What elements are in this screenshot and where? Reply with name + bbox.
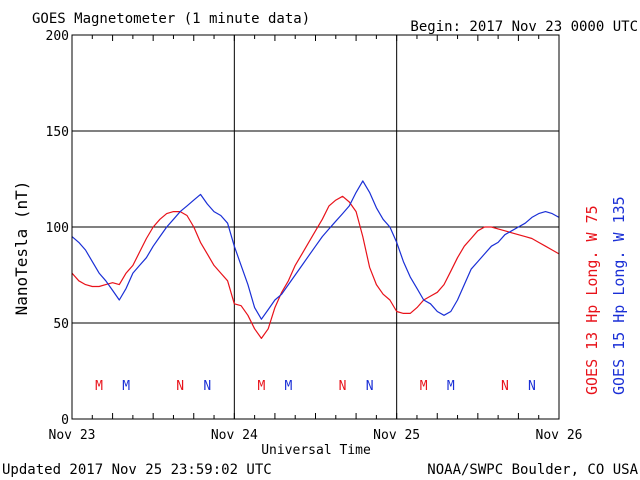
y-tick-label: 150: [46, 125, 69, 140]
mn-marker: N: [203, 379, 211, 394]
x-tick-label: Nov 23: [49, 428, 96, 443]
x-tick-label: Nov 26: [536, 428, 583, 443]
x-axis-ticks: Nov 23 Nov 24 Nov 25 Nov 26: [49, 35, 583, 443]
mn-marker: M: [95, 379, 103, 394]
mn-marker: N: [366, 379, 374, 394]
mn-marker: M: [420, 379, 428, 394]
mn-marker: N: [528, 379, 536, 394]
mn-marker: N: [501, 379, 509, 394]
mn-marker: M: [285, 379, 293, 394]
y-tick-label: 100: [46, 221, 69, 236]
legend-goes13: GOES 13 Hp Long. W 75: [583, 205, 601, 395]
x-axis-label: Universal Time: [261, 443, 371, 458]
begin-label: Begin: 2017 Nov 23 0000 UTC: [410, 19, 638, 35]
legend-goes15: GOES 15 Hp Long. W 135: [610, 196, 628, 395]
chart-title: GOES Magnetometer (1 minute data): [32, 11, 310, 27]
credit-label: NOAA/SWPC Boulder, CO USA: [427, 462, 638, 478]
x-tick-label: Nov 24: [211, 428, 258, 443]
y-axis-label: NanoTesla (nT): [12, 181, 31, 316]
y-axis-ticks: 0 50 100 150 200: [46, 29, 77, 428]
series-line-goes15: [71, 180, 560, 320]
mn-marker: N: [339, 379, 347, 394]
y-tick-label: 0: [61, 413, 69, 428]
y-tick-label: 50: [53, 317, 69, 332]
y-tick-label: 200: [46, 29, 69, 44]
mn-marker: N: [176, 379, 184, 394]
x-tick-label: Nov 25: [373, 428, 420, 443]
mn-marker: M: [122, 379, 130, 394]
mn-marker: M: [447, 379, 455, 394]
series-layer: [71, 180, 560, 339]
mn-marker: M: [257, 379, 265, 394]
updated-label: Updated 2017 Nov 25 23:59:02 UTC: [2, 462, 272, 478]
series-line-goes13: [71, 195, 560, 339]
